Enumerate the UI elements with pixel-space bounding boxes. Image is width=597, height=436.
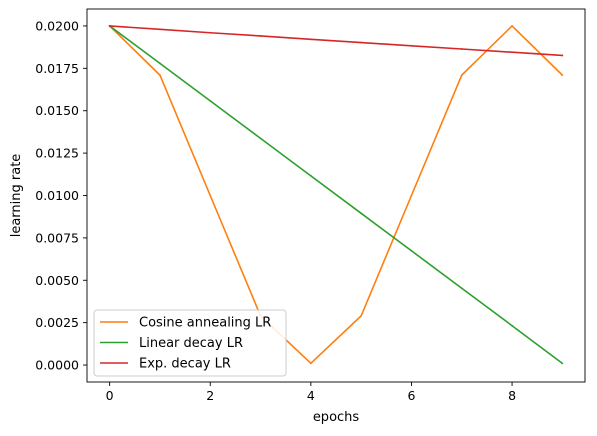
x-tick-label: 2 [206,388,214,403]
series-point-1-9 [561,362,564,365]
series-point-2-9 [561,54,564,57]
series-point-0-4 [309,362,312,365]
series-point-0-7 [460,74,463,77]
series-point-1-4 [309,174,312,177]
series-layer [108,25,564,365]
y-tick-label: 0.0100 [35,188,79,203]
x-tick-label: 6 [407,388,415,403]
series-point-0-6 [410,194,413,197]
series-point-2-5 [360,41,363,44]
series-point-2-4 [309,38,312,41]
series-point-0-2 [209,194,212,197]
legend: Cosine annealing LR Linear decay LR Exp. d… [93,309,287,377]
series-point-2-8 [511,51,513,54]
legend-label-1: Linear decay LR [139,336,243,351]
series-point-0-9 [561,74,564,77]
series-point-1-5 [360,212,363,215]
series-point-2-6 [410,44,413,47]
legend-label-2: Exp. decay LR [139,357,231,372]
y-tick-label: 0.0175 [35,61,79,76]
series-point-0-8 [511,25,513,27]
y-tick-label: 0.0075 [35,230,79,245]
y-tick-label: 0.0125 [35,146,79,161]
series-point-2-3 [259,35,262,37]
series-point-2-1 [159,28,161,31]
series-point-0-5 [360,314,363,317]
series-point-1-2 [209,99,212,102]
legend-box [93,309,287,377]
x-tick-label: 4 [307,388,315,403]
y-tick-label: 0.0050 [35,273,79,288]
y-tick-label: 0.0150 [35,103,79,118]
x-tick-label: 8 [508,388,516,403]
legend-label-0: Cosine annealing LR [139,316,271,331]
series-line-1 [109,25,563,364]
y-axis-label: learning rate [9,154,24,238]
series-point-1-8 [511,324,513,327]
ticks-layer: 0 2 4 6 8 0.0000 0.0025 0.0050 0.0075 0.0100 0.012… [35,18,516,403]
y-tick-label: 0.0000 [35,358,79,373]
y-tick-label: 0.0200 [35,18,79,33]
series-point-2-0 [108,25,111,27]
series-point-1-7 [460,287,463,290]
series-point-1-1 [159,62,161,65]
series-line-2 [109,25,563,57]
series-point-0-1 [159,74,161,77]
series-point-2-7 [460,48,463,50]
series-point-2-2 [209,31,212,34]
x-axis-label: epochs [313,410,360,425]
series-point-1-3 [259,137,262,140]
series-point-1-6 [410,249,413,252]
x-tick-label: 0 [106,388,114,403]
y-tick-label: 0.0025 [35,315,79,330]
